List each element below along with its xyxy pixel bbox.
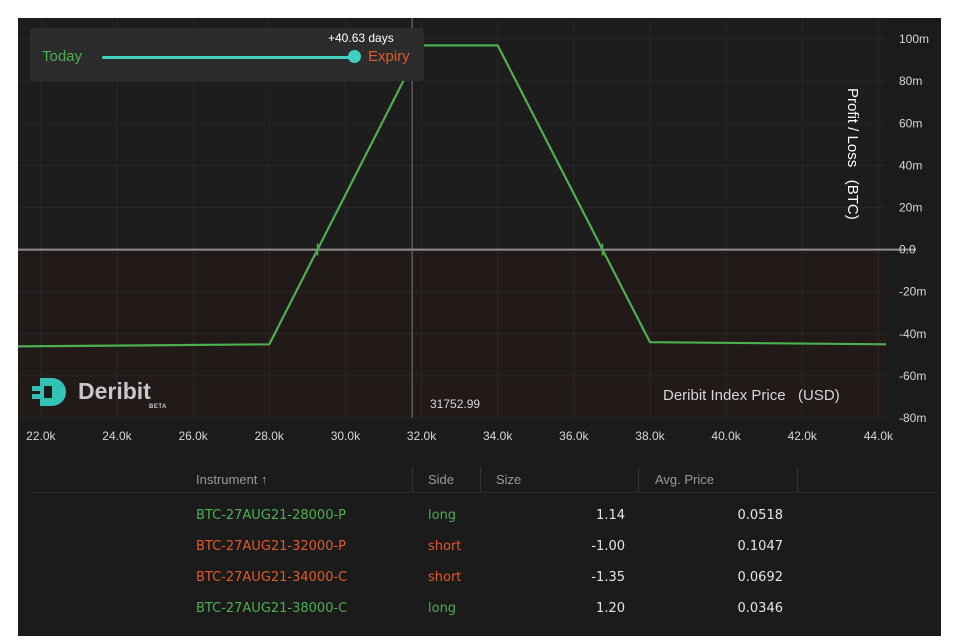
days-to-expiry-label: +40.63 days	[328, 31, 394, 45]
instrument-cell: BTC-27AUG21-34000-C	[196, 570, 348, 585]
expiry-label: Expiry	[368, 48, 410, 65]
column-header-size[interactable]: Size	[496, 472, 522, 487]
x-tick-label: 24.0k	[102, 429, 132, 443]
x-tick-label: 44.0k	[864, 429, 894, 443]
avg-price-cell: 0.0346	[737, 601, 784, 616]
column-header-avg-price[interactable]: Avg. Price	[655, 472, 715, 487]
payoff-chart[interactable]: 22.0k 24.0k 26.0k 28.0k 30.0k 32.0k 34.0k 36.0k…	[18, 18, 941, 463]
size-cell: 1.20	[596, 601, 625, 616]
time-slider-panel: +40.63 days Today Expiry	[30, 28, 424, 81]
y-tick-label: -40m	[899, 327, 926, 341]
avg-price-cell: 0.0518	[737, 508, 784, 523]
crosshair-price-label: 31752.99	[430, 397, 481, 411]
positions-table: Instrument ↑ Side Size Avg. Price BTC-27…	[30, 463, 938, 633]
x-tick-label: 42.0k	[788, 429, 818, 443]
x-tick-label: 28.0k	[255, 429, 285, 443]
time-slider-track[interactable]	[102, 56, 354, 59]
column-divider	[412, 467, 413, 492]
side-cell: long	[428, 601, 457, 616]
x-tick-label: 36.0k	[559, 429, 589, 443]
column-divider	[480, 467, 481, 492]
deribit-logo-icon	[32, 378, 66, 406]
time-slider-handle[interactable]	[348, 50, 361, 63]
y-tick-label: -20m	[899, 285, 926, 299]
y-tick-label: 0.0	[899, 243, 916, 257]
size-cell: 1.14	[596, 508, 625, 523]
deribit-logo: Deribit BETA	[32, 374, 182, 414]
instrument-cell: BTC-27AUG21-28000-P	[196, 508, 347, 523]
logo-beta-tag: BETA	[149, 404, 167, 410]
column-header-side[interactable]: Side	[428, 472, 455, 487]
x-tick-label: 40.0k	[711, 429, 741, 443]
table-row[interactable]: BTC-27AUG21-28000-P long 1.14 0.0518	[30, 500, 938, 531]
y-tick-label: 60m	[899, 116, 922, 130]
payoff-app: 22.0k 24.0k 26.0k 28.0k 30.0k 32.0k 34.0k 36.0k…	[18, 18, 941, 636]
x-tick-label: 22.0k	[26, 429, 56, 443]
y-tick-label: 80m	[899, 74, 922, 88]
y-tick-label: 100m	[899, 32, 929, 46]
logo-wordmark: Deribit	[78, 378, 151, 404]
table-row[interactable]: BTC-27AUG21-38000-C long 1.20 0.0346	[30, 593, 938, 624]
column-header-instrument[interactable]: Instrument ↑	[196, 472, 268, 487]
x-axis-title: Deribit Index Price (USD)	[663, 387, 840, 404]
side-cell: short	[428, 539, 462, 554]
x-tick-label: 30.0k	[331, 429, 361, 443]
size-cell: -1.35	[591, 570, 625, 585]
y-tick-label: 20m	[899, 200, 922, 214]
header-rule	[30, 492, 938, 493]
table-row[interactable]: BTC-27AUG21-34000-C short -1.35 0.0692	[30, 562, 938, 593]
side-cell: short	[428, 570, 462, 585]
y-tick-label: 40m	[899, 158, 922, 172]
table-row[interactable]: BTC-27AUG21-32000-P short -1.00 0.1047	[30, 531, 938, 562]
x-tick-label: 38.0k	[635, 429, 665, 443]
y-tick-label: -80m	[899, 411, 926, 425]
x-tick-label: 26.0k	[178, 429, 208, 443]
x-tick-label: 32.0k	[407, 429, 437, 443]
column-divider	[638, 467, 639, 492]
side-cell: long	[428, 508, 457, 523]
instrument-cell: BTC-27AUG21-32000-P	[196, 539, 347, 554]
payoff-line	[18, 44, 887, 348]
y-tick-label: -60m	[899, 369, 926, 383]
x-tick-label: 34.0k	[483, 429, 513, 443]
y-axis-title: Profit / Loss (BTC)	[844, 88, 861, 220]
avg-price-cell: 0.0692	[737, 570, 784, 585]
size-cell: -1.00	[591, 539, 625, 554]
avg-price-cell: 0.1047	[737, 539, 784, 554]
column-divider	[797, 467, 798, 492]
today-label: Today	[42, 48, 83, 65]
instrument-cell: BTC-27AUG21-38000-C	[196, 601, 348, 616]
